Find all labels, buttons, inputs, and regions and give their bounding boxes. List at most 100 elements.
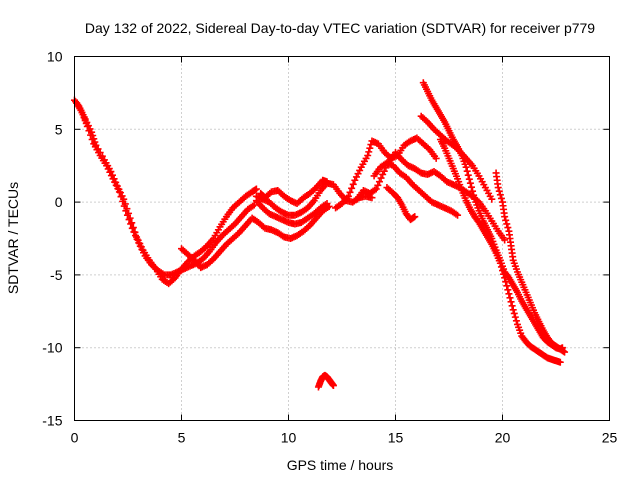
data-point [505,290,513,298]
data-point [502,278,510,286]
data-point [497,194,505,202]
data-point [89,131,97,139]
data-point [349,180,357,188]
data-point [488,195,496,203]
series-6 [257,176,331,208]
data-point [504,286,512,294]
data-point [96,149,104,157]
data-point [88,128,96,136]
y-axis-label: SDTVAR / TECUs [5,182,21,294]
data-point [348,184,356,192]
data-point [92,141,100,149]
series-9 [370,159,462,219]
x-tick-label: 5 [178,430,186,446]
data-point [466,179,474,187]
data-point [107,168,115,176]
data-point [512,317,520,325]
data-point [377,174,385,182]
plot-frame [74,56,610,421]
data-point [131,228,139,236]
data-point [467,183,475,191]
data-point [374,181,382,189]
x-tick-label: 10 [281,430,297,446]
data-point [502,216,510,224]
data-point [469,187,477,195]
data-point [470,191,478,199]
data-point [323,178,331,186]
data-marks [71,79,569,391]
data-point [411,213,419,221]
data-point [91,138,99,146]
x-tick-label: 15 [388,430,404,446]
data-point [494,184,502,192]
data-point [465,175,473,183]
series-10 [383,184,419,224]
data-point [499,267,506,275]
data-point [497,263,505,271]
tick-labels: 0 5 10 15 20 25 -15 -10 -5 0 5 10 [42,49,617,446]
data-point [504,224,512,232]
data-point [252,185,260,193]
x-tick-label: 20 [495,430,511,446]
data-point [501,274,509,282]
y-tick-label: 5 [55,121,63,137]
data-point [454,211,462,219]
data-point [500,270,508,278]
data-point [462,163,470,171]
series-14 [492,169,569,356]
data-point [556,358,564,366]
y-tick-label: 10 [47,49,63,65]
data-point [464,171,472,179]
series-15 [314,371,337,391]
x-axis-label: GPS time / hours [287,457,394,473]
data-point [561,348,569,356]
data-point [366,144,374,152]
data-point [510,309,518,317]
data-point [125,209,133,217]
data-point [329,382,337,390]
data-point [346,188,354,196]
data-point [432,154,440,162]
data-point [94,145,102,153]
data-point [506,294,514,302]
y-tick-label: -5 [50,267,63,283]
data-point [129,224,137,232]
x-tick-label: 0 [71,430,79,446]
series-3 [178,202,333,272]
chart-title: Day 132 of 2022, Sidereal Day-to-day VTE… [85,20,595,36]
data-point [501,213,509,221]
data-point [120,195,128,203]
data-point [90,135,98,143]
data-point [495,187,503,195]
data-point [496,191,504,199]
data-point [463,167,471,175]
data-point [365,148,373,156]
data-point [126,214,134,222]
data-point [496,259,504,267]
data-point [503,282,511,290]
data-point [110,175,118,183]
data-point [121,200,129,208]
data-point [323,200,331,208]
data-point [375,178,383,186]
y-tick-label: -15 [42,413,62,429]
data-point [364,152,372,160]
series-5 [252,197,331,228]
grid [74,56,610,421]
data-point [112,178,120,186]
series-13 [436,135,564,366]
data-point [128,219,136,227]
x-tick-label: 25 [602,430,618,446]
y-tick-label: 0 [55,194,63,210]
data-point [98,152,106,160]
data-point [344,192,352,200]
y-tick-label: -10 [42,340,62,356]
data-point [508,302,516,310]
data-point [503,220,511,228]
series-2 [73,99,260,288]
data-point [123,205,131,213]
data-point [501,236,509,244]
data-point [372,185,380,193]
